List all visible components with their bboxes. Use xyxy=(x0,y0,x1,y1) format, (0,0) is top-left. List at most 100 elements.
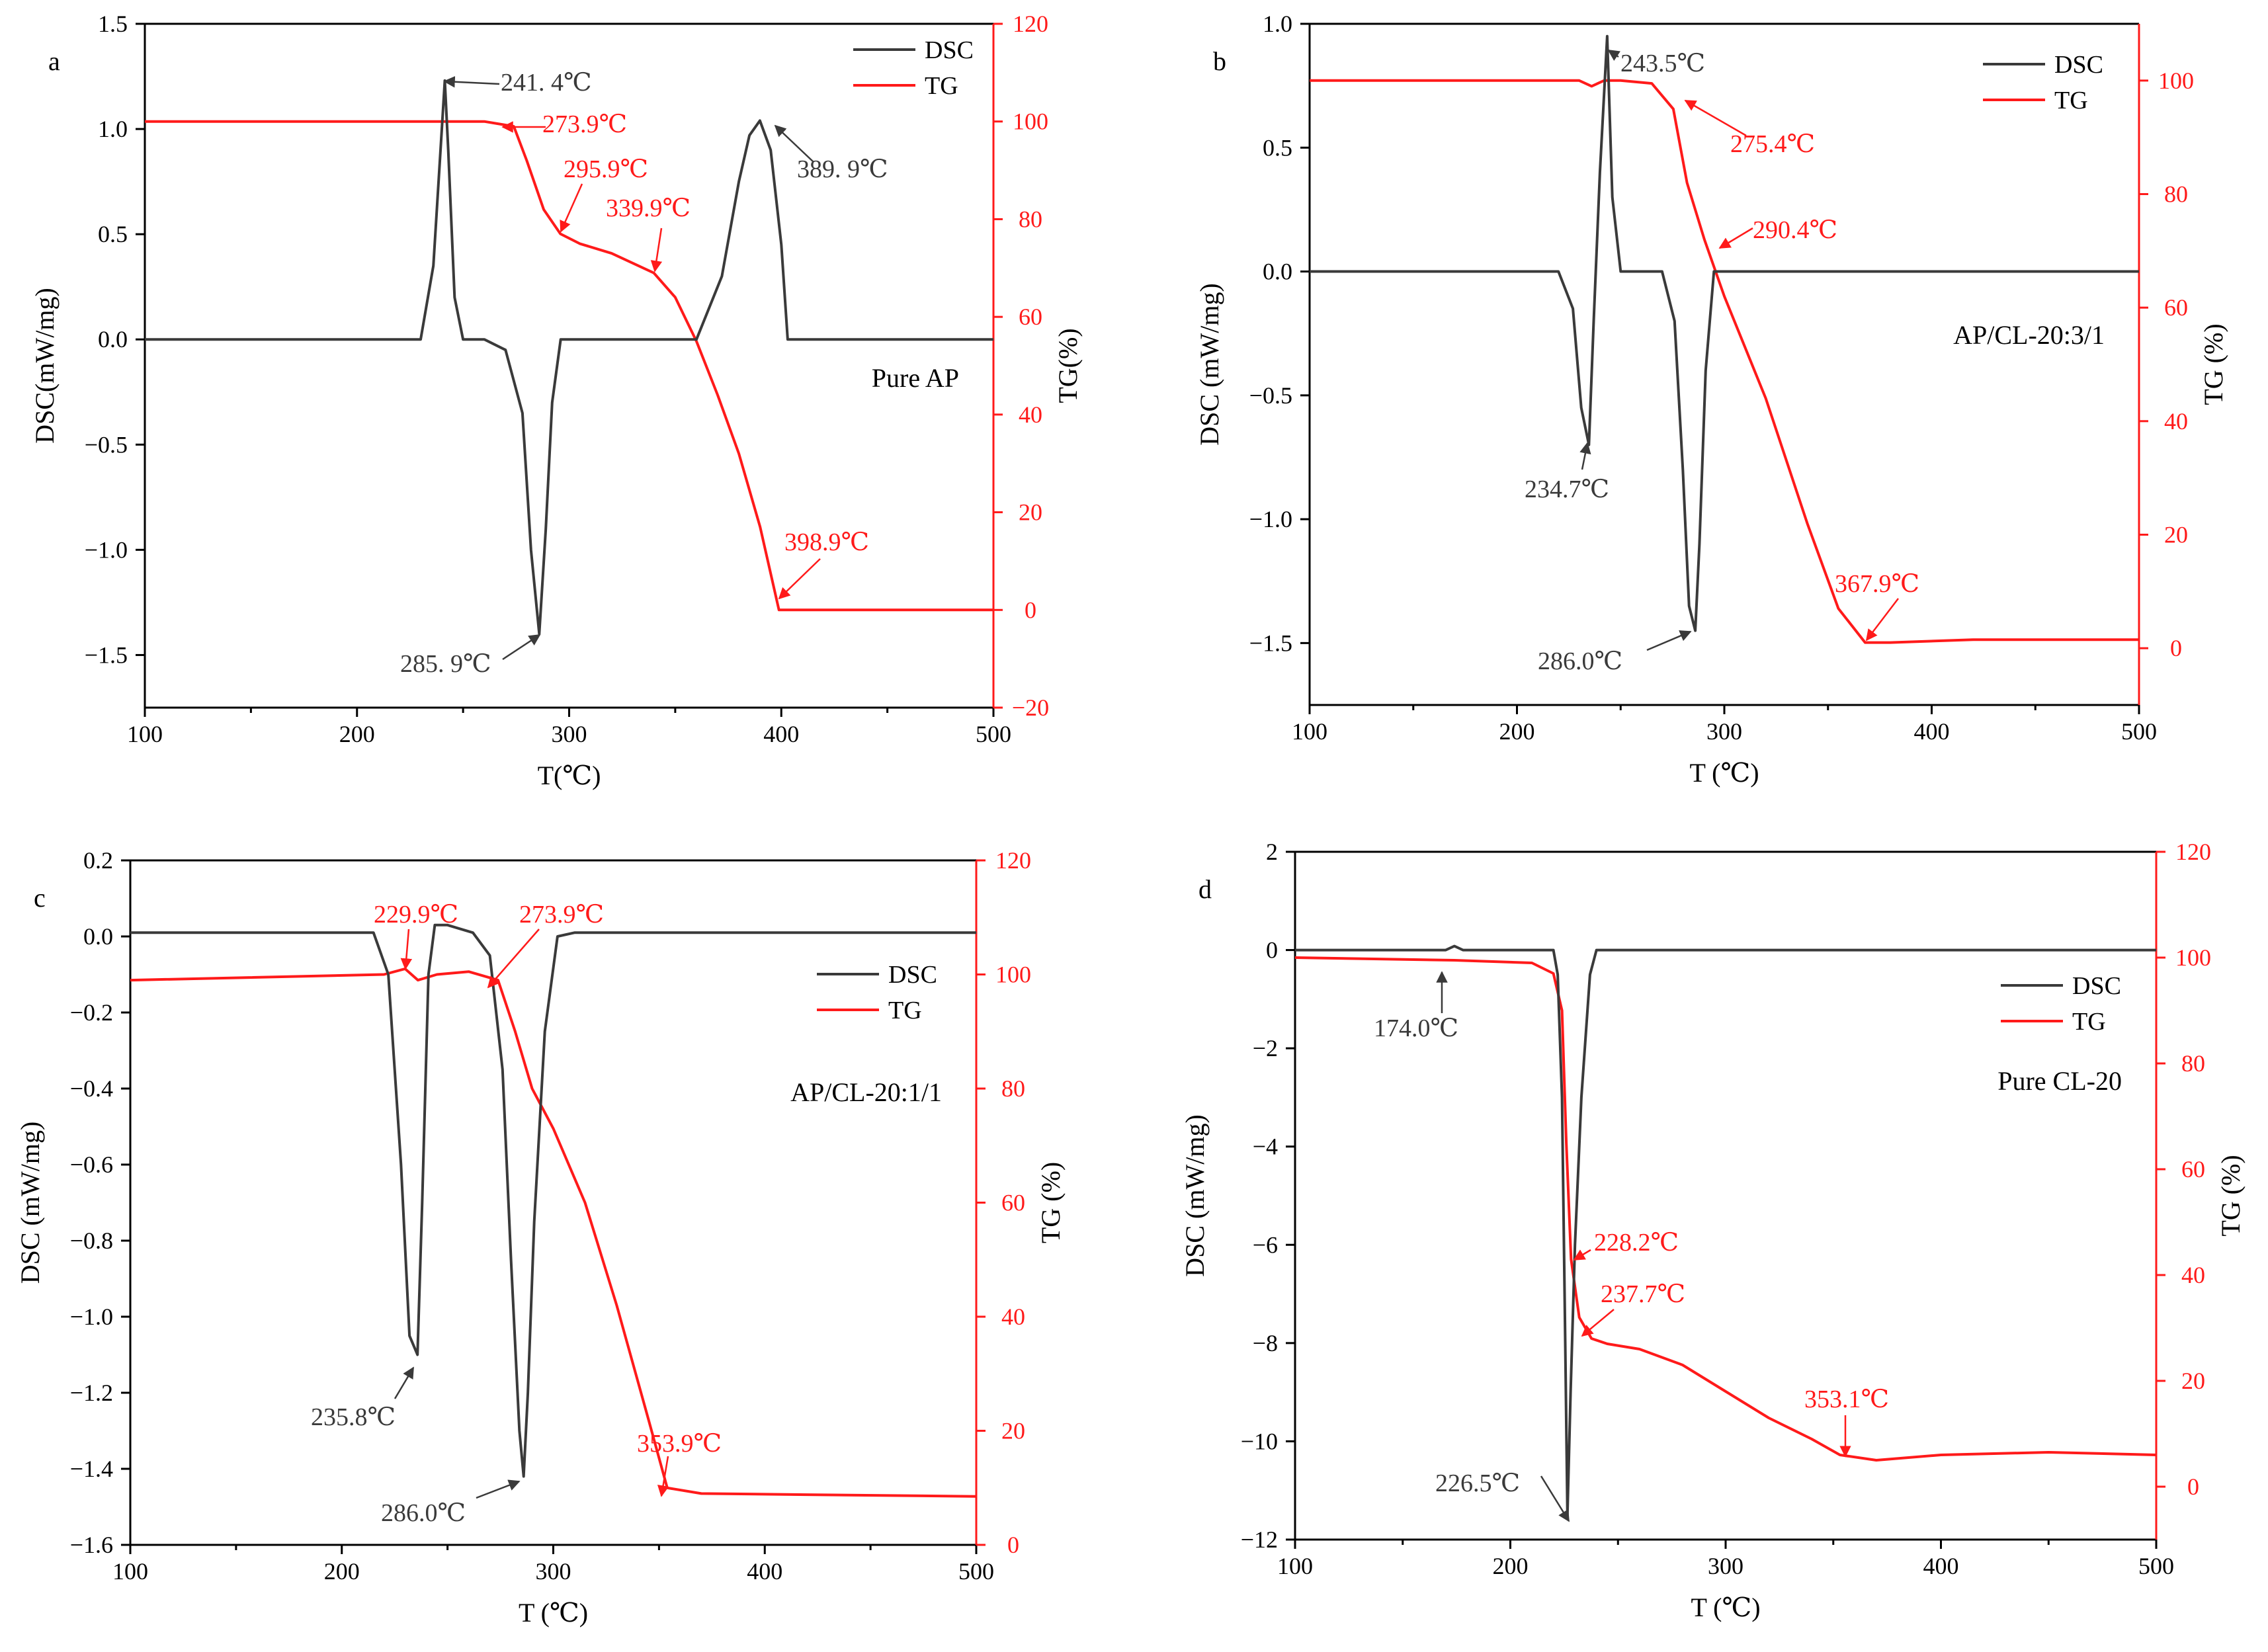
legend-label: DSC xyxy=(2072,972,2121,1000)
y-right-axis-title: TG (%) xyxy=(2199,323,2228,405)
y-left-tick-label: −0.5 xyxy=(85,431,128,458)
annotation-label: 226.5℃ xyxy=(1435,1469,1520,1497)
annotation-label: 367.9℃ xyxy=(1835,570,1919,598)
x-axis-title: T (℃) xyxy=(519,1598,588,1628)
y-right-tick-label: 0 xyxy=(2187,1473,2199,1500)
y-right-tick-label: 40 xyxy=(2164,408,2188,434)
x-tick-label: 300 xyxy=(552,721,587,747)
x-tick-label: 200 xyxy=(1493,1553,1529,1579)
annotation-arrow xyxy=(1607,49,1620,62)
y-right-tick-label: 60 xyxy=(1019,304,1042,330)
annotation-arrow xyxy=(1579,442,1591,470)
annotation-label: 295.9℃ xyxy=(564,155,648,183)
annotation-arrow xyxy=(400,929,413,970)
y-right-tick-label: 20 xyxy=(2164,522,2188,548)
x-tick-label: 400 xyxy=(763,721,799,747)
panel-a: 100 200 300 400 500−1.5−1.0−0.50.00.51.01.5−… xyxy=(30,11,1083,790)
y-left-tick-label: 0.5 xyxy=(98,221,128,247)
y-left-axis-title: DSC (mW/mg) xyxy=(1195,283,1224,446)
y-left-tick-label: −4 xyxy=(1253,1134,1278,1160)
annotation-label: 273.9℃ xyxy=(519,901,604,929)
y-left-tick-label: −0.2 xyxy=(70,999,113,1026)
y-right-tick-label: 100 xyxy=(2175,944,2211,971)
y-right-tick-label: 60 xyxy=(1001,1190,1025,1216)
y-right-tick-label: −20 xyxy=(1012,694,1049,721)
y-right-tick-label: 100 xyxy=(995,962,1031,988)
y-left-axis-title: DSC (mW/mg) xyxy=(1180,1114,1210,1277)
annotation-label: 339.9℃ xyxy=(606,194,691,222)
annotation-arrow xyxy=(1581,1309,1615,1337)
y-left-tick-label: 1.0 xyxy=(1263,11,1292,37)
annotation-label: 286.0℃ xyxy=(1538,647,1622,675)
x-tick-label: 400 xyxy=(1914,718,1950,745)
annotation-arrow xyxy=(502,634,541,661)
y-right-tick-label: 80 xyxy=(2164,181,2188,208)
annotation-label: 290.4℃ xyxy=(1753,216,1837,244)
y-right-tick-label: 120 xyxy=(1013,11,1048,37)
x-tick-label: 400 xyxy=(1923,1553,1959,1579)
x-axis-title: T (℃) xyxy=(1691,1592,1760,1622)
annotation-label: 241. 4℃ xyxy=(501,69,592,97)
y-left-tick-label: −1.0 xyxy=(1249,506,1292,532)
annotation-label: 389. 9℃ xyxy=(797,155,888,183)
y-left-tick-label: −1.2 xyxy=(70,1380,113,1406)
y-left-tick-label: −1.0 xyxy=(85,536,128,563)
annotation-label: 285. 9℃ xyxy=(400,650,491,678)
x-tick-label: 400 xyxy=(747,1558,782,1585)
y-right-tick-label: 0 xyxy=(2170,635,2182,661)
x-tick-label: 300 xyxy=(536,1558,571,1585)
series-tg-line xyxy=(1310,79,2139,644)
x-tick-label: 500 xyxy=(2138,1553,2174,1579)
annotation-label: 243.5℃ xyxy=(1620,50,1705,77)
y-right-tick-label: 60 xyxy=(2181,1156,2205,1182)
x-axis-title: T(℃) xyxy=(538,761,601,790)
y-right-axis-title: TG (%) xyxy=(1036,1162,1066,1243)
y-left-tick-label: 0.5 xyxy=(1263,134,1292,161)
y-left-tick-label: −6 xyxy=(1253,1231,1278,1258)
annotation-label: 286.0℃ xyxy=(381,1499,466,1527)
y-left-axis-title: DSC (mW/mg) xyxy=(15,1122,45,1284)
y-left-tick-label: −10 xyxy=(1241,1428,1278,1454)
y-left-tick-label: 2 xyxy=(1266,839,1278,865)
y-right-axis-title: TG (%) xyxy=(2216,1155,2246,1236)
y-left-tick-label: 0 xyxy=(1266,937,1278,964)
y-left-axis-title: DSC(mW/mg) xyxy=(30,288,60,444)
annotation-arrow xyxy=(1540,1475,1570,1522)
sample-label: Pure AP xyxy=(872,363,959,393)
annotation-arrow xyxy=(1718,227,1753,249)
y-right-tick-label: 80 xyxy=(1001,1075,1025,1102)
annotation-arrow xyxy=(1573,1249,1591,1261)
annotation-arrow xyxy=(650,227,663,272)
y-left-tick-label: 0.0 xyxy=(98,326,128,352)
y-left-tick-label: −1.0 xyxy=(70,1303,113,1330)
annotation-label: 353.1℃ xyxy=(1804,1385,1889,1413)
y-left-tick-label: 1.5 xyxy=(98,11,128,37)
annotation-arrow xyxy=(778,558,821,600)
annotation-arrow xyxy=(443,76,500,88)
y-left-tick-label: −1.5 xyxy=(85,641,128,668)
x-tick-label: 100 xyxy=(1277,1553,1313,1579)
y-right-tick-label: 80 xyxy=(1019,206,1042,232)
series-dsc-line xyxy=(130,923,976,1478)
y-left-tick-label: −12 xyxy=(1241,1526,1278,1553)
x-tick-label: 300 xyxy=(1708,1553,1743,1579)
x-tick-label: 100 xyxy=(112,1558,148,1585)
sample-label: AP/CL-20:3/1 xyxy=(1953,320,2105,350)
y-left-tick-label: 0.0 xyxy=(83,923,113,950)
y-right-tick-label: 0 xyxy=(1007,1532,1019,1558)
legend-label: TG xyxy=(2072,1008,2106,1036)
annotation-arrow xyxy=(394,1366,415,1399)
y-right-tick-label: 100 xyxy=(1013,108,1048,135)
sample-label: AP/CL-20:1/1 xyxy=(790,1077,942,1107)
annotation-arrow xyxy=(1865,598,1899,641)
legend-label: TG xyxy=(925,72,958,100)
y-left-tick-label: −1.5 xyxy=(1249,630,1292,656)
y-right-axis-title: TG(%) xyxy=(1053,328,1083,403)
y-left-tick-label: −1.4 xyxy=(70,1456,113,1482)
x-tick-label: 200 xyxy=(1499,718,1535,745)
x-tick-label: 300 xyxy=(1706,718,1742,745)
annotation-label: 234.7℃ xyxy=(1525,475,1609,503)
y-right-tick-label: 40 xyxy=(2181,1262,2205,1288)
y-right-tick-label: 40 xyxy=(1019,401,1042,428)
